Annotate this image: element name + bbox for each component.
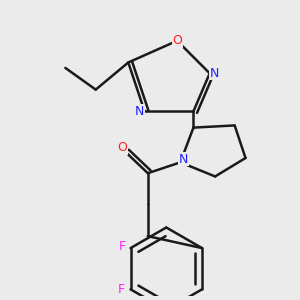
Text: F: F (119, 240, 126, 253)
Text: O: O (117, 141, 127, 154)
Text: N: N (135, 105, 144, 118)
Text: N: N (210, 67, 219, 80)
Text: F: F (118, 283, 125, 296)
Text: O: O (172, 34, 182, 47)
Text: N: N (179, 153, 188, 166)
